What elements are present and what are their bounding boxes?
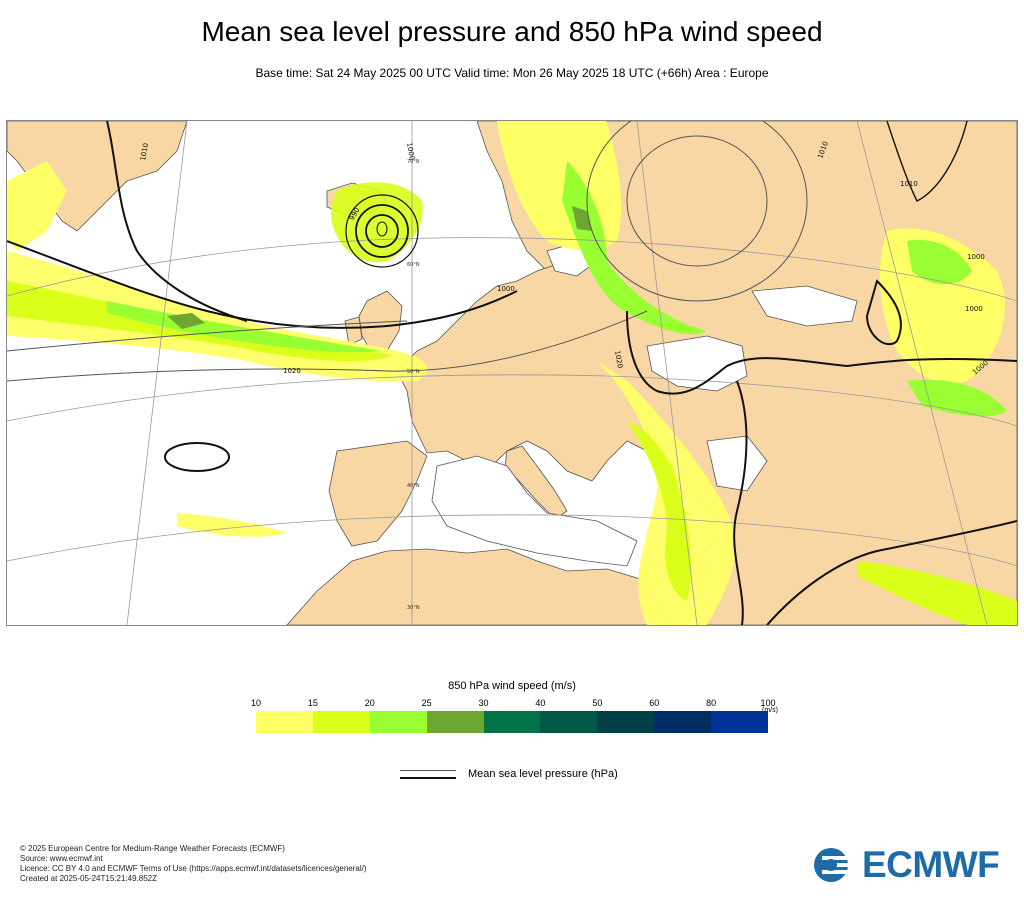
colorbar-segment (312, 711, 370, 733)
isobar-label: 1000 (967, 253, 985, 261)
isobar-1010-main (7, 240, 518, 329)
colorbar-unit: (m/s) (762, 707, 778, 714)
isobar-1015 (7, 320, 408, 352)
colorbar-segment (483, 711, 541, 733)
wind-scandinavia-max (572, 206, 592, 231)
graticule-meridian-3 (636, 121, 698, 625)
mediterranean-sea (431, 455, 638, 567)
isobar-1010-southeast (733, 380, 748, 625)
wind-scandinavia-core (562, 161, 707, 335)
isobar-labels: 1010 1000 990 1020 1000 1020 1010 1010 1… (139, 140, 990, 376)
graticule-meridian-4 (856, 121, 988, 625)
footer-licence: Licence: CC BY 4.0 and ECMWF Terms of Us… (20, 864, 367, 873)
colorbar-tick-label: 100 (760, 698, 776, 708)
colorbar-tick-label: 20 (364, 698, 375, 708)
colorbar-tick-label: 80 (706, 698, 717, 708)
colorbar-segment (426, 711, 484, 733)
isobar-label: 1000 (497, 285, 515, 293)
ecmwf-logo-text: ECMWF (862, 844, 1000, 885)
isobar-legend-label: Mean sea level pressure (hPa) (468, 768, 618, 780)
graticule-label: 30°N (407, 605, 420, 611)
graticule-50n (7, 374, 1017, 427)
wind-speed-shading (7, 121, 1017, 625)
colorbar-tick-label: 60 (649, 698, 660, 708)
isobar-legend-line-thin (400, 770, 456, 771)
ecmwf-logo: ECMWF (812, 844, 1008, 885)
land-iberia (328, 440, 428, 547)
isobar-russia-high-outer (626, 135, 768, 267)
graticule-40n (7, 514, 1017, 567)
graticule-label: 70°N (407, 159, 420, 165)
graticule-meridian-1 (126, 121, 188, 625)
isobar-1010-east (626, 310, 1017, 395)
colorbar-tick-label: 30 (478, 698, 489, 708)
footer-source: Source: www.ecmwf.int (20, 854, 103, 863)
colorbar-segment (540, 711, 598, 733)
colorbar-tick-label: 10 (250, 698, 262, 708)
isobar-label: 1000 (405, 142, 416, 161)
isobar-label: 1010 (900, 180, 918, 188)
wind-east-outer (880, 228, 1005, 384)
map-panel: 1010 1000 990 1020 1000 1020 1010 1010 1… (6, 120, 1018, 626)
wind-band-atlantic-core (107, 301, 382, 353)
isobar-1000-east (865, 279, 902, 346)
colorbar-segment (369, 711, 427, 733)
legend-title: 850 hPa wind speed (m/s) (448, 680, 576, 692)
colorbar-tick-label: 25 (421, 698, 432, 708)
isobar-russia-high-mid (586, 121, 808, 302)
isobar-1020 (7, 310, 648, 382)
black-sea (646, 335, 748, 392)
colorbar-tick-label: 15 (307, 698, 318, 708)
chart-title: Mean sea level pressure and 850 hPa wind… (201, 16, 823, 47)
wind-east-core (907, 240, 972, 285)
graticule-label: 60°N (407, 262, 420, 268)
isobar-1005-southeast (766, 520, 1017, 625)
wind-southeast-band (857, 561, 1017, 625)
caspian-region-sea (751, 285, 858, 327)
isobar-legend: Mean sea level pressure (hPa) (400, 768, 660, 784)
graticule-label: 40°N (407, 483, 420, 489)
footer-credits: © 2025 European Centre for Medium-Range … (20, 844, 367, 884)
wind-greenland-patch (7, 161, 67, 251)
colorbar-tick-label: 40 (535, 698, 546, 708)
colorbar-segment (654, 711, 712, 733)
colorbar-segment (256, 711, 313, 733)
isobar-label: 1010 (139, 142, 150, 161)
colorbar (256, 711, 769, 733)
graticule-label: 50°N (407, 369, 420, 375)
isobar-legend-line-thick (400, 777, 456, 779)
graticule-labels: 70°N 60°N 50°N 40°N 30°N (407, 159, 420, 611)
isobar-1010-northeast (886, 121, 968, 202)
isobar-label: 1020 (283, 367, 301, 375)
isobar-1010-north (106, 121, 248, 322)
eastern-sea (706, 435, 768, 492)
isobar-label: 1000 (965, 305, 983, 313)
map-canvas: 1010 1000 990 1020 1000 1020 1010 1010 1… (7, 121, 1017, 625)
wind-balkans-core (627, 421, 692, 601)
isobar-low-centre (376, 221, 388, 237)
isobar-990-ring-inner (365, 214, 399, 248)
colorbar-segment (597, 711, 655, 733)
isobars (7, 121, 1017, 625)
wind-east-lower (907, 379, 1007, 417)
isobar-label: 1020 (613, 350, 624, 369)
isobar-1025-high (164, 442, 230, 472)
wind-iceland-low (331, 182, 423, 263)
colorbar-segment (711, 711, 769, 733)
colorbar-tick-label: 50 (592, 698, 603, 708)
isobar-990-ring-mid (355, 204, 409, 258)
graticule-60n (7, 237, 1017, 302)
footer-copyright: © 2025 European Centre for Medium-Range … (20, 844, 285, 853)
wind-band-atlantic-max (167, 313, 205, 329)
footer-created: Created at 2025-05-24T15:21:49.852Z (20, 874, 157, 883)
ecmwf-logo-icon (814, 848, 858, 882)
isobar-990-ring-outer (345, 194, 419, 268)
chart-subtitle: Base time: Sat 24 May 2025 00 UTC Valid … (255, 66, 769, 80)
graticule (7, 121, 1017, 625)
